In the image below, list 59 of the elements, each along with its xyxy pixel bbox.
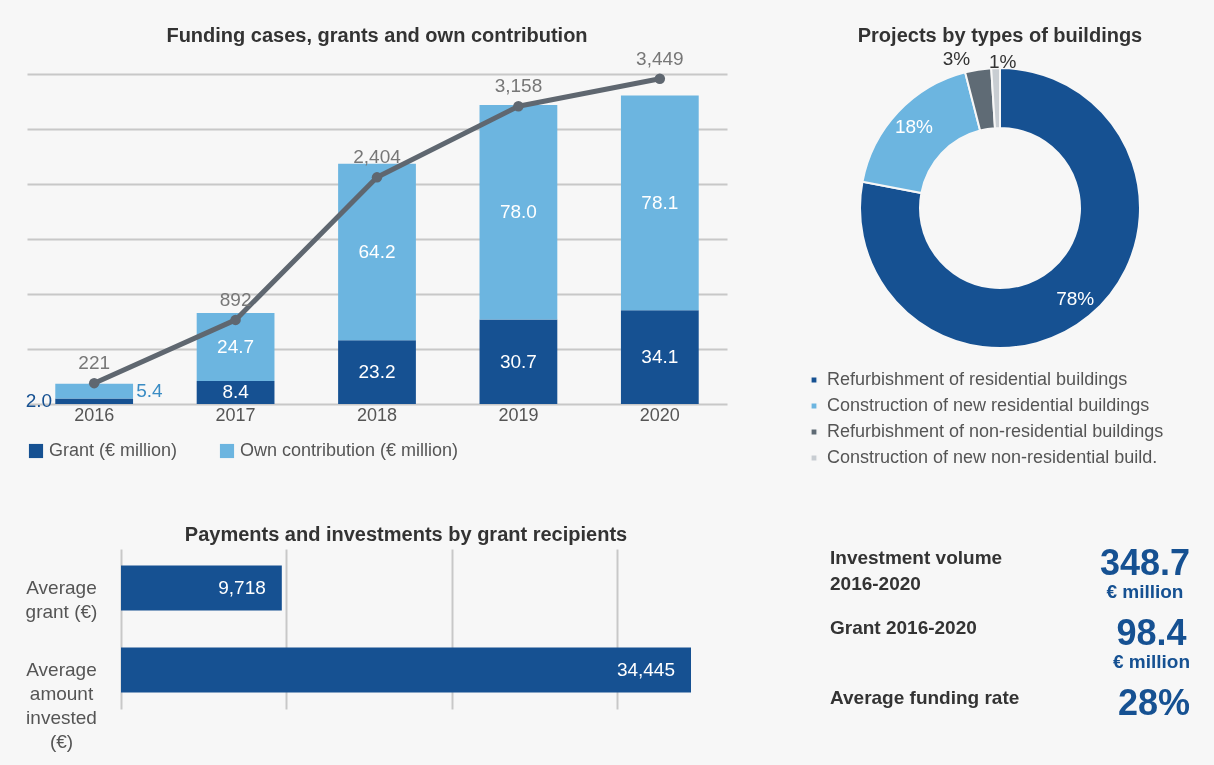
donut-slice xyxy=(859,67,1141,349)
data-label: 78% xyxy=(1056,287,1095,309)
x-tick-label: 2020 xyxy=(639,404,680,425)
data-label: 221 xyxy=(78,352,111,374)
legend-label: Own contribution (€ million) xyxy=(240,440,459,460)
data-label: 3,158 xyxy=(494,75,543,97)
legend-label: Grant (€ million) xyxy=(49,440,178,460)
data-label: 3,449 xyxy=(636,47,684,69)
x-tick-label: 2018 xyxy=(356,404,398,425)
text: € million xyxy=(1105,581,1185,603)
data-label: 34,445 xyxy=(616,659,675,681)
bar xyxy=(55,398,134,404)
data-label: 34.1 xyxy=(641,346,679,368)
text: Grant 2016-2020 xyxy=(830,616,978,640)
data-label: 3% xyxy=(942,47,971,69)
bar xyxy=(620,310,699,404)
y-tick-label: Average grant (€) xyxy=(25,576,98,622)
x-tick-label: 2016 xyxy=(74,404,115,425)
text: 98.4 xyxy=(1115,612,1188,653)
legend-label: Refurbishment of non-residential buildings xyxy=(827,421,1164,441)
data-label: 30.7 xyxy=(499,350,537,372)
chart-title: Funding cases, grants and own contribution xyxy=(166,23,588,46)
data-label: 78.0 xyxy=(499,201,537,223)
data-label: 1% xyxy=(988,50,1017,72)
bar xyxy=(196,312,275,381)
legend-label: Construction of new non-residential build. xyxy=(827,447,1158,467)
data-label: 2.0 xyxy=(25,390,53,412)
bar xyxy=(479,105,558,320)
data-label: 8.4 xyxy=(222,381,250,403)
legend-label: Construction of new residential buildings xyxy=(827,395,1150,415)
bar xyxy=(338,340,416,404)
bar xyxy=(479,319,558,404)
data-label: 64.2 xyxy=(358,240,396,262)
text: Investment volume 2016-2020 xyxy=(830,546,1004,596)
bar xyxy=(55,383,134,399)
data-label: 892 xyxy=(219,288,252,310)
data-label: 9,718 xyxy=(218,576,266,598)
data-label: 24.7 xyxy=(217,335,255,357)
point xyxy=(230,314,241,326)
point xyxy=(513,101,524,112)
text: Average funding rate xyxy=(830,686,1021,710)
data-label: 18% xyxy=(894,116,934,138)
x-tick-label: 2019 xyxy=(498,404,539,425)
chart-title: Payments and investments by grant recipients xyxy=(184,523,628,545)
data-label: 78.1 xyxy=(641,191,679,213)
point xyxy=(88,377,100,389)
text: 348.7 xyxy=(1099,542,1190,583)
point xyxy=(371,172,383,183)
data-label: 2,404 xyxy=(353,146,402,168)
data-label: 23.2 xyxy=(358,361,396,383)
legend-label: Refurbishment of residential buildings xyxy=(827,369,1128,389)
text: € million xyxy=(1112,651,1190,673)
x-tick-label: 2017 xyxy=(215,404,256,425)
point xyxy=(654,73,666,85)
chart-title: Projects by types of buildings xyxy=(857,23,1143,46)
data-label: 5.4 xyxy=(136,380,164,402)
bar xyxy=(620,95,699,311)
text: 28% xyxy=(1117,682,1190,723)
y-tick-label: Average amount invested (€) xyxy=(26,659,97,753)
